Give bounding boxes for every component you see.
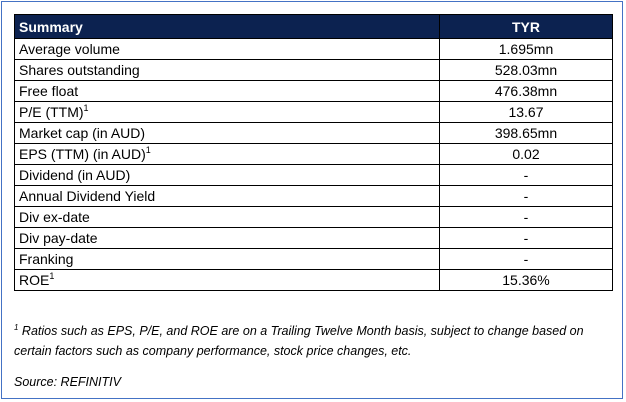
- row-value: 476.38mn: [439, 80, 613, 102]
- table-row: Market cap (in AUD) 398.65mn: [14, 122, 613, 144]
- row-value: -: [439, 248, 613, 270]
- footnote-marker: 1: [145, 145, 151, 155]
- row-label: EPS (TTM) (in AUD)1: [14, 143, 440, 165]
- row-value: 1.695mn: [439, 38, 613, 60]
- row-label: Market cap (in AUD): [14, 122, 440, 144]
- table-row: Div ex-date -: [14, 206, 613, 228]
- table-row: Dividend (in AUD) -: [14, 164, 613, 186]
- table-row: Average volume 1.695mn: [14, 38, 613, 60]
- footnote-marker: 1: [49, 271, 55, 281]
- row-label: Annual Dividend Yield: [14, 185, 440, 207]
- row-label: Free float: [14, 80, 440, 102]
- row-value: 528.03mn: [439, 59, 613, 81]
- row-label: Franking: [14, 248, 440, 270]
- row-label: Div ex-date: [14, 206, 440, 228]
- row-label: Div pay-date: [14, 227, 440, 249]
- header-summary: Summary: [14, 14, 440, 39]
- table-row: ROE1 15.36%: [14, 269, 613, 291]
- row-value: -: [439, 164, 613, 186]
- row-label: Average volume: [14, 38, 440, 60]
- source-note: Source: REFINITIV: [14, 375, 121, 389]
- table-row: Free float 476.38mn: [14, 80, 613, 102]
- row-value: 13.67: [439, 101, 613, 123]
- row-value: 398.65mn: [439, 122, 613, 144]
- row-label: Dividend (in AUD): [14, 164, 440, 186]
- footnote-marker: 1: [83, 103, 89, 113]
- footnote-marker: 1: [14, 323, 19, 332]
- row-value: -: [439, 206, 613, 228]
- table-row: Shares outstanding 528.03mn: [14, 59, 613, 81]
- footnote-text: Ratios such as EPS, P/E, and ROE are on …: [14, 324, 584, 358]
- table-row: Div pay-date -: [14, 227, 613, 249]
- row-label: ROE1: [14, 269, 440, 291]
- table-row: Franking -: [14, 248, 613, 270]
- row-value: 15.36%: [439, 269, 613, 291]
- row-value: -: [439, 227, 613, 249]
- footnote: 1 Ratios such as EPS, P/E, and ROE are o…: [14, 321, 614, 361]
- row-value: 0.02: [439, 143, 613, 165]
- row-label: P/E (TTM)1: [14, 101, 440, 123]
- table-header-row: Summary TYR: [14, 14, 613, 39]
- table-row: EPS (TTM) (in AUD)1 0.02: [14, 143, 613, 165]
- table-row: P/E (TTM)1 13.67: [14, 101, 613, 123]
- row-label: Shares outstanding: [14, 59, 440, 81]
- table-row: Annual Dividend Yield -: [14, 185, 613, 207]
- summary-table: Summary TYR Average volume 1.695mn Share…: [14, 14, 613, 291]
- header-ticker: TYR: [439, 14, 613, 39]
- row-value: -: [439, 185, 613, 207]
